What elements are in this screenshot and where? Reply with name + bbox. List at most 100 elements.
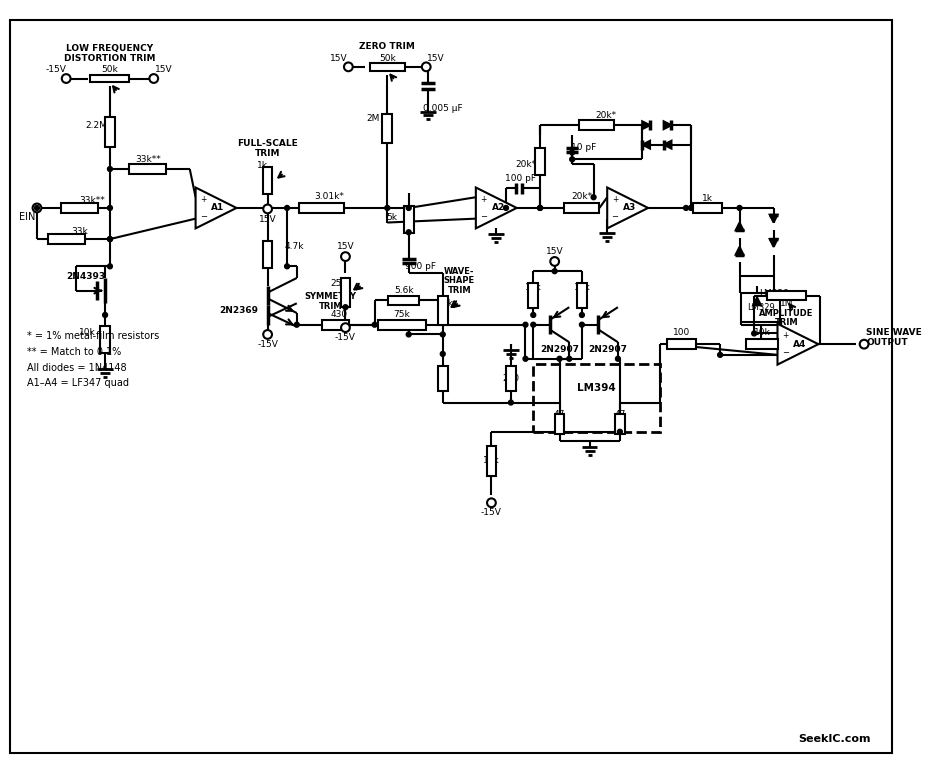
Circle shape	[570, 157, 575, 162]
Circle shape	[531, 312, 536, 318]
Circle shape	[406, 206, 412, 210]
Text: A4: A4	[794, 339, 806, 349]
Text: 20k*: 20k*	[596, 111, 616, 120]
Bar	[528, 283, 538, 308]
Circle shape	[385, 206, 389, 210]
Text: 4.7k: 4.7k	[285, 243, 304, 251]
Text: 15k: 15k	[483, 456, 500, 465]
Bar	[506, 366, 515, 391]
Circle shape	[34, 206, 40, 210]
Text: 1M: 1M	[780, 299, 793, 308]
Text: -15V: -15V	[257, 339, 278, 349]
Text: 50k: 50k	[379, 53, 396, 63]
Bar	[746, 339, 778, 349]
Circle shape	[538, 206, 542, 210]
Text: 33k: 33k	[71, 226, 88, 236]
Text: −: −	[781, 348, 789, 357]
Text: 1k: 1k	[702, 194, 713, 203]
Circle shape	[108, 237, 112, 241]
Circle shape	[579, 322, 584, 327]
Text: 1k: 1k	[257, 161, 268, 169]
Text: 47: 47	[553, 410, 565, 419]
Polygon shape	[664, 121, 671, 129]
Text: +: +	[480, 195, 487, 204]
Circle shape	[579, 312, 584, 318]
Text: WAVE-: WAVE-	[444, 267, 475, 276]
Text: SHAPE: SHAPE	[444, 277, 475, 285]
Circle shape	[617, 429, 622, 434]
Text: +: +	[612, 195, 618, 204]
Bar	[340, 278, 350, 307]
Text: TRIM: TRIM	[255, 149, 280, 158]
Polygon shape	[736, 247, 743, 254]
Circle shape	[341, 252, 349, 261]
Circle shape	[508, 400, 514, 405]
Text: SINE WAVE: SINE WAVE	[866, 328, 921, 337]
Circle shape	[523, 322, 527, 327]
Bar	[262, 167, 273, 194]
Text: 15V: 15V	[546, 247, 564, 256]
Text: 15V: 15V	[330, 53, 348, 63]
Circle shape	[62, 74, 70, 83]
Bar	[47, 234, 84, 244]
Text: 3.01k*: 3.01k*	[314, 192, 344, 201]
Text: 0.005 μF: 0.005 μF	[423, 104, 463, 113]
Polygon shape	[778, 324, 819, 365]
Bar	[130, 164, 167, 174]
Text: A1: A1	[211, 203, 224, 213]
Text: 20k*: 20k*	[514, 160, 536, 169]
Text: DISTORTION TRIM: DISTORTION TRIM	[64, 53, 156, 63]
Circle shape	[422, 63, 431, 71]
Text: 15V: 15V	[427, 53, 445, 63]
Circle shape	[108, 237, 112, 241]
Text: 900 pF: 900 pF	[405, 262, 436, 271]
Text: 5k: 5k	[438, 379, 449, 387]
Text: 100: 100	[673, 328, 690, 337]
Text: TRIM: TRIM	[448, 286, 471, 295]
Polygon shape	[753, 298, 761, 305]
Bar	[742, 293, 781, 322]
Text: -15V: -15V	[481, 508, 502, 517]
Circle shape	[341, 323, 349, 332]
Bar	[322, 320, 349, 329]
Circle shape	[591, 195, 596, 199]
Text: 10 pF: 10 pF	[571, 143, 596, 152]
Text: TRIM: TRIM	[319, 301, 343, 311]
Text: 15V: 15V	[155, 65, 172, 74]
Text: 20k*: 20k*	[571, 192, 592, 201]
Text: 33k**: 33k**	[135, 155, 160, 164]
Text: FULL-SCALE: FULL-SCALE	[237, 139, 298, 148]
Bar	[438, 366, 448, 391]
Bar	[100, 325, 110, 353]
Bar	[767, 291, 806, 301]
Circle shape	[440, 332, 445, 337]
Circle shape	[295, 322, 299, 327]
Text: 2N4393: 2N4393	[66, 271, 105, 281]
Bar	[692, 203, 722, 213]
Text: ** = Match to 0.1%: ** = Match to 0.1%	[27, 347, 121, 357]
Text: −: −	[612, 212, 618, 221]
Polygon shape	[196, 188, 236, 228]
Text: 10k: 10k	[754, 328, 770, 337]
Text: -15V: -15V	[46, 65, 67, 74]
Circle shape	[108, 166, 112, 172]
Circle shape	[149, 74, 159, 83]
Circle shape	[265, 206, 270, 210]
Text: 2N2369: 2N2369	[219, 305, 258, 315]
Polygon shape	[476, 188, 516, 228]
Circle shape	[263, 330, 272, 339]
Text: 33k**: 33k**	[80, 196, 106, 205]
Text: 2N2907: 2N2907	[589, 345, 628, 353]
Circle shape	[717, 352, 722, 357]
Text: 25k: 25k	[330, 279, 347, 288]
Text: LM329: LM329	[747, 303, 775, 312]
Text: A2: A2	[491, 203, 505, 213]
Polygon shape	[736, 223, 743, 230]
Bar	[105, 117, 115, 147]
Circle shape	[373, 322, 377, 327]
Text: LM329: LM329	[758, 289, 789, 298]
Bar	[262, 241, 273, 268]
Text: 2N2907: 2N2907	[540, 345, 579, 353]
Text: TRIM: TRIM	[774, 318, 798, 327]
Circle shape	[285, 206, 289, 210]
